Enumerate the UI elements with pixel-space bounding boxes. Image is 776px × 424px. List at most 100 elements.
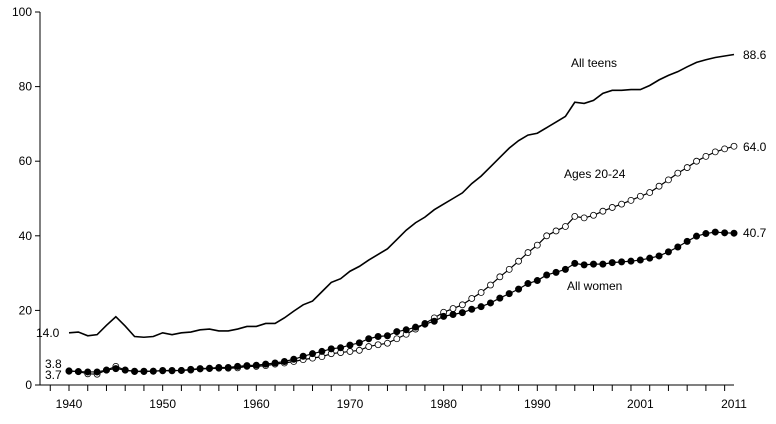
data-point-all-women — [346, 341, 354, 349]
data-point-all-women — [290, 355, 298, 363]
start-label-all-women: 3.7 — [45, 368, 62, 382]
data-point-all-women — [365, 335, 373, 343]
data-point-ages-20-24 — [721, 145, 729, 153]
data-point-ages-20-24 — [355, 346, 363, 354]
data-point-ages-20-24 — [683, 164, 691, 171]
data-point-all-women — [196, 365, 204, 373]
data-point-all-women — [571, 259, 579, 267]
data-point-all-women — [477, 303, 485, 311]
series-name-ages-20-24: Ages 20-24 — [564, 167, 626, 181]
data-point-ages-20-24 — [552, 227, 560, 235]
data-point-ages-20-24 — [580, 214, 588, 222]
data-point-all-women — [543, 271, 551, 279]
data-point-all-women — [243, 362, 251, 370]
data-point-all-women — [590, 260, 598, 268]
data-point-all-women — [412, 323, 420, 331]
data-point-all-women — [646, 254, 654, 262]
data-point-all-women — [730, 229, 738, 237]
data-point-ages-20-24 — [693, 157, 700, 165]
x-tick-label: 1980 — [430, 397, 457, 411]
series-all-women — [65, 228, 738, 376]
data-point-ages-20-24 — [505, 265, 513, 273]
data-point-all-women — [674, 243, 682, 251]
data-point-ages-20-24 — [655, 182, 663, 190]
data-point-ages-20-24 — [449, 305, 457, 312]
data-point-all-women — [421, 320, 429, 328]
data-point-all-women — [693, 232, 701, 240]
end-label-ages-20-24: 64.0 — [743, 140, 767, 154]
data-point-all-women — [655, 252, 663, 260]
data-point-all-women — [177, 366, 185, 374]
data-point-ages-20-24 — [730, 142, 738, 150]
data-point-all-women — [702, 230, 710, 238]
x-tick-label: 1960 — [243, 397, 270, 411]
data-point-all-women — [440, 312, 448, 320]
data-point-ages-20-24 — [515, 257, 522, 265]
data-point-ages-20-24 — [646, 189, 654, 196]
data-point-ages-20-24 — [384, 339, 391, 347]
x-tick-label: 2001 — [627, 397, 654, 411]
start-label-ages-20-24: 3.8 — [45, 357, 62, 371]
data-point-ages-20-24 — [571, 213, 579, 220]
y-tick-label: 80 — [19, 80, 33, 94]
data-point-all-women — [74, 368, 82, 376]
x-tick-label: 2011 — [721, 397, 747, 411]
y-tick-label: 20 — [19, 303, 33, 317]
data-point-all-women — [234, 362, 242, 370]
data-point-all-women — [337, 344, 345, 352]
data-point-all-women — [383, 332, 391, 340]
series-labels: All teens Ages 20-24 All women 88.6 64.0… — [36, 48, 767, 382]
data-point-all-women — [664, 248, 672, 256]
data-point-all-women — [561, 265, 569, 273]
data-point-ages-20-24 — [477, 289, 485, 296]
data-point-ages-20-24 — [458, 301, 466, 309]
data-point-all-women — [318, 347, 326, 355]
data-point-ages-20-24 — [636, 192, 644, 200]
data-point-ages-20-24 — [711, 148, 719, 156]
data-point-all-women — [131, 367, 139, 375]
data-point-all-women — [636, 256, 644, 264]
series-name-all-teens: All teens — [571, 56, 617, 70]
data-point-ages-20-24 — [374, 341, 382, 349]
data-point-all-women — [468, 305, 476, 313]
data-point-all-women — [262, 360, 270, 368]
data-point-ages-20-24 — [627, 196, 635, 204]
data-point-all-women — [430, 317, 438, 325]
end-label-all-women: 40.7 — [743, 226, 767, 240]
x-tick-label: 1990 — [524, 397, 551, 411]
data-point-all-women — [140, 367, 148, 375]
data-point-all-women — [121, 366, 129, 374]
data-point-ages-20-24 — [393, 335, 401, 343]
data-point-all-women — [505, 290, 513, 298]
data-point-ages-20-24 — [618, 200, 626, 208]
data-point-all-women — [618, 258, 626, 266]
data-point-ages-20-24 — [346, 348, 354, 355]
line-all-women — [68, 231, 735, 373]
data-point-all-women — [533, 277, 541, 285]
data-point-all-women — [205, 364, 213, 372]
data-point-all-women — [355, 339, 363, 347]
data-point-all-women — [524, 280, 532, 288]
data-point-all-women — [309, 350, 317, 358]
data-point-all-women — [374, 333, 382, 341]
data-point-ages-20-24 — [665, 176, 672, 184]
data-point-all-women — [599, 260, 607, 268]
data-point-ages-20-24 — [599, 207, 607, 215]
data-point-ages-20-24 — [674, 169, 682, 177]
data-point-all-women — [515, 285, 523, 293]
data-point-all-women — [496, 294, 504, 302]
series-name-all-women: All women — [567, 279, 622, 293]
data-point-all-women — [393, 328, 401, 336]
y-tick-label: 100 — [12, 5, 32, 19]
data-point-all-women — [84, 368, 92, 376]
data-point-all-women — [580, 261, 588, 269]
data-point-all-women — [224, 363, 232, 371]
data-point-ages-20-24 — [468, 295, 476, 302]
data-point-all-women — [299, 352, 307, 360]
data-point-ages-20-24 — [524, 249, 532, 256]
data-point-ages-20-24 — [533, 241, 541, 249]
data-point-ages-20-24 — [487, 281, 494, 289]
data-point-all-women — [149, 367, 157, 375]
data-point-all-women — [721, 229, 729, 237]
